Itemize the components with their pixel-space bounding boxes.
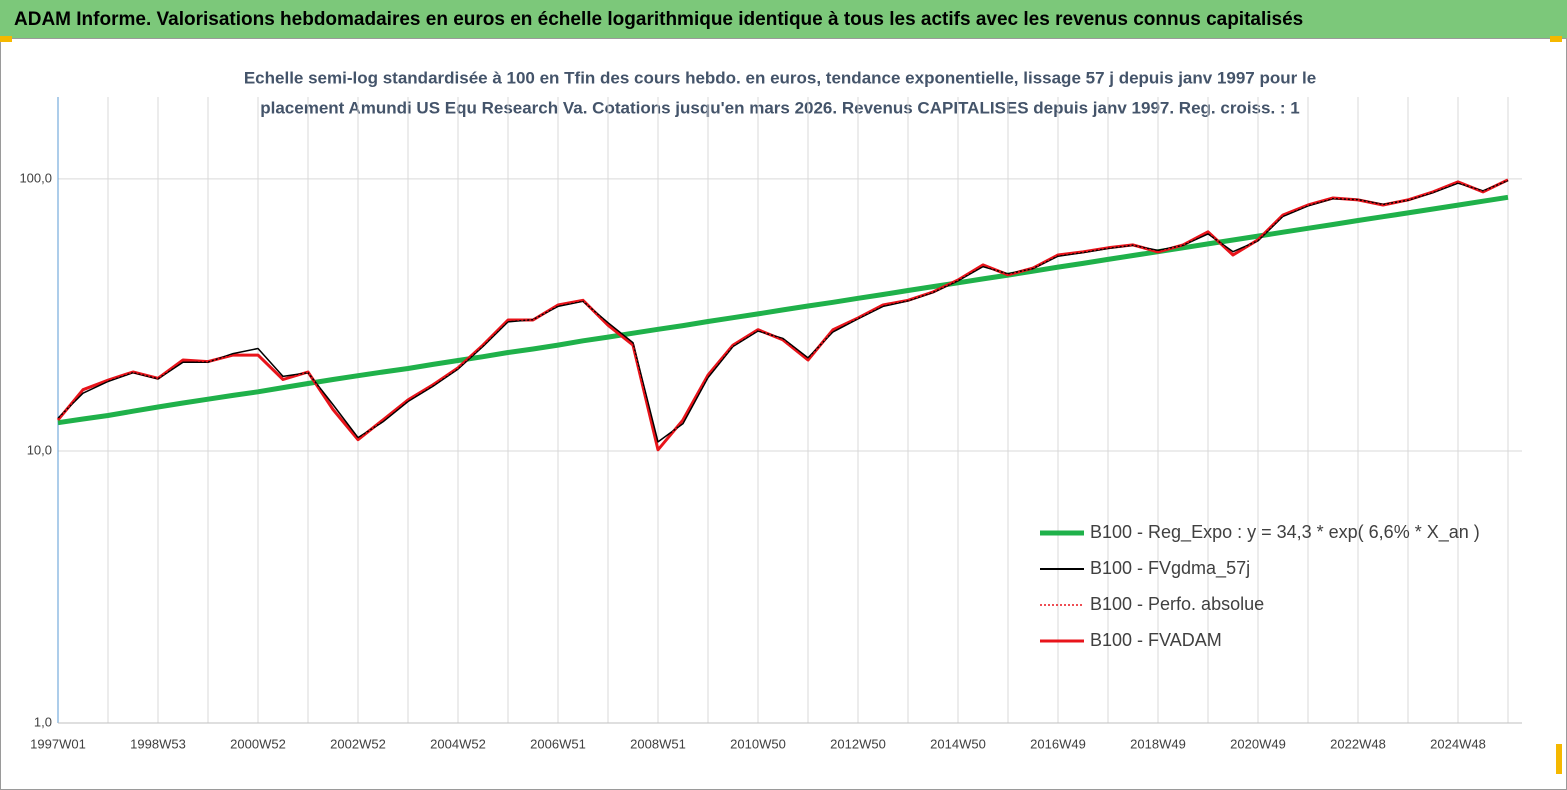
series-line: [57, 194, 1509, 426]
y-tick-label: 1,0: [34, 714, 52, 729]
x-tick-label: 2010W50: [730, 736, 786, 751]
x-tick-label: 2016W49: [1030, 736, 1086, 751]
y-tick-label: 100,0: [19, 170, 52, 185]
legend-label: B100 - FVADAM: [1090, 630, 1222, 650]
x-tick-label: 2012W50: [830, 736, 886, 751]
x-tick-label: 2006W51: [530, 736, 586, 751]
banner-title: ADAM Informe. Valorisations hebdomadaire…: [14, 9, 1303, 30]
legend-label: B100 - FVgdma_57j: [1090, 558, 1250, 579]
series-line: [57, 179, 1509, 451]
banner-bg: [0, 0, 1567, 38]
subtitle: Echelle semi-log standardisée à 100 en T…: [244, 68, 1316, 87]
corner: [1550, 36, 1562, 42]
x-tick-label: 2002W52: [330, 736, 386, 751]
x-tick-label: 2018W49: [1130, 736, 1186, 751]
y-tick-label: 10,0: [27, 442, 52, 457]
x-tick-label: 1997W01: [30, 736, 86, 751]
subtitle: placement Amundi US Equ Research Va. Cot…: [260, 98, 1299, 117]
corner: [1556, 744, 1562, 774]
x-tick-label: 2024W48: [1430, 736, 1486, 751]
x-tick-label: 2022W48: [1330, 736, 1386, 751]
chart-frame: [0, 38, 1567, 790]
x-tick-label: 2008W51: [630, 736, 686, 751]
legend-label: B100 - Reg_Expo : y = 34,3 * exp( 6,6% *…: [1090, 522, 1480, 543]
corner: [0, 36, 12, 42]
x-tick-label: 2014W50: [930, 736, 986, 751]
legend-label: B100 - Perfo. absolue: [1090, 594, 1264, 614]
x-tick-label: 2020W49: [1230, 736, 1286, 751]
x-tick-label: 1998W53: [130, 736, 186, 751]
x-tick-label: 2000W52: [230, 736, 286, 751]
x-tick-label: 2004W52: [430, 736, 486, 751]
